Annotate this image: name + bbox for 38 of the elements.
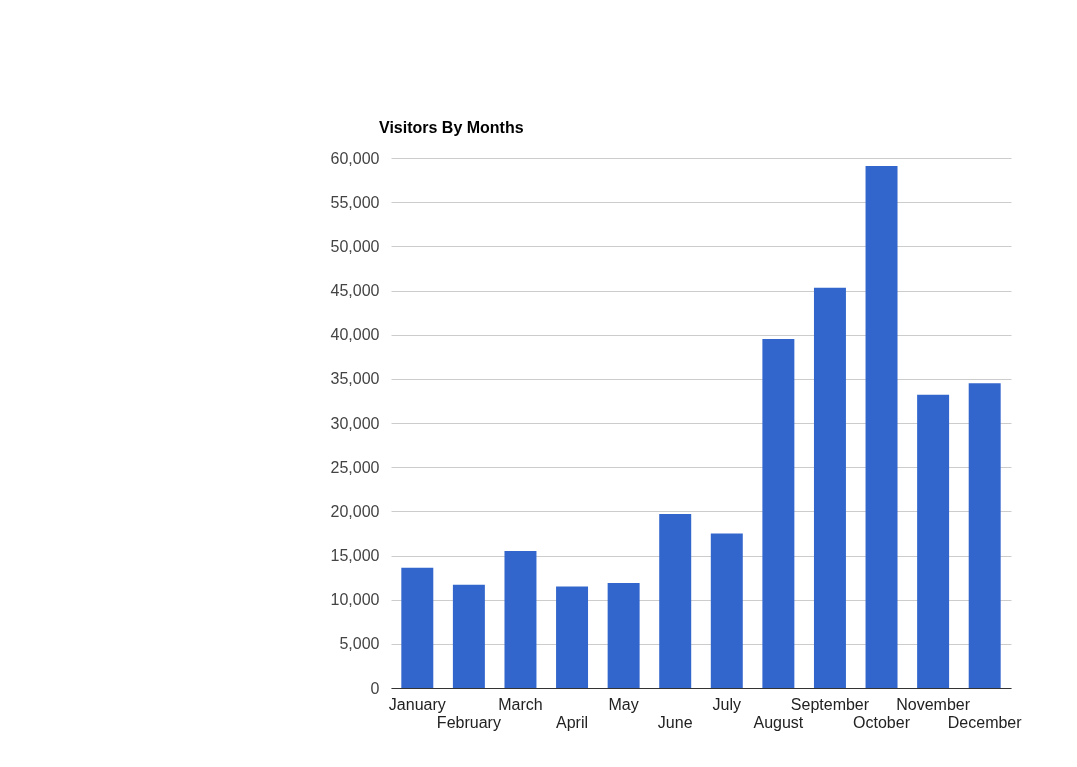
x-tick-label: February bbox=[436, 713, 501, 731]
bar bbox=[556, 586, 589, 688]
y-tick-label: 15,000 bbox=[330, 547, 380, 564]
x-tick-label: May bbox=[608, 695, 639, 713]
x-tick-label: July bbox=[712, 695, 742, 713]
bar bbox=[917, 394, 950, 688]
bar bbox=[865, 165, 898, 688]
bar bbox=[813, 287, 846, 688]
x-tick-label: August bbox=[753, 713, 804, 731]
y-tick-label: 40,000 bbox=[330, 326, 380, 344]
y-tick-label: 35,000 bbox=[330, 370, 380, 388]
bar bbox=[607, 582, 640, 688]
bar bbox=[452, 584, 485, 688]
y-tick-label: 20,000 bbox=[330, 502, 380, 520]
x-tick-label: September bbox=[790, 695, 870, 713]
y-tick-label: 0 bbox=[370, 679, 380, 697]
x-tick-label: December bbox=[947, 713, 1023, 731]
bar bbox=[659, 513, 692, 688]
y-tick-label: 30,000 bbox=[330, 414, 380, 432]
y-tick-label: 45,000 bbox=[330, 282, 380, 299]
bar bbox=[710, 533, 743, 688]
bar bbox=[762, 339, 795, 688]
y-tick-label: 5,000 bbox=[339, 635, 380, 653]
bar bbox=[401, 567, 434, 688]
chart-title: Visitors By Months bbox=[379, 119, 524, 136]
x-tick-label: March bbox=[498, 695, 543, 713]
y-tick-label: 50,000 bbox=[330, 237, 380, 255]
y-tick-label: 55,000 bbox=[330, 193, 380, 211]
x-tick-label: April bbox=[556, 713, 589, 731]
y-tick-label: 10,000 bbox=[330, 591, 380, 609]
bar bbox=[968, 383, 1001, 688]
y-tick-label: 25,000 bbox=[330, 458, 380, 476]
y-tick-label: 60,000 bbox=[330, 149, 380, 167]
x-tick-label: October bbox=[853, 713, 911, 731]
bar bbox=[504, 551, 537, 688]
x-tick-label: January bbox=[388, 695, 446, 713]
x-tick-label: November bbox=[896, 695, 971, 713]
x-tick-label: June bbox=[657, 713, 693, 731]
